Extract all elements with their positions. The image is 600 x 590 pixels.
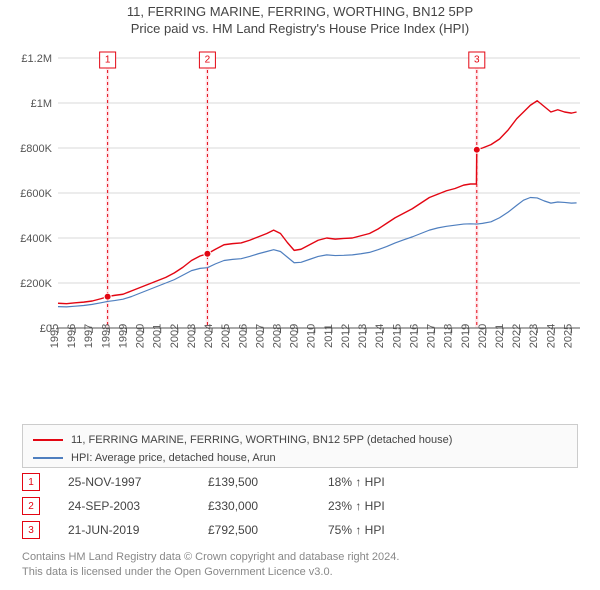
svg-text:2017: 2017 [426,324,438,348]
legend-label-property: 11, FERRING MARINE, FERRING, WORTHING, B… [71,434,452,446]
svg-text:2015: 2015 [391,324,403,348]
tx-badge: 1 [22,473,40,491]
svg-text:2009: 2009 [289,324,301,348]
svg-text:2024: 2024 [545,324,557,348]
svg-text:2016: 2016 [408,324,420,348]
svg-text:2002: 2002 [169,324,181,348]
svg-text:2007: 2007 [254,324,266,348]
svg-text:2021: 2021 [494,324,506,348]
svg-text:2020: 2020 [477,324,489,348]
svg-text:3: 3 [474,55,480,66]
svg-text:2006: 2006 [237,324,249,348]
tx-date: 25-NOV-1997 [68,475,208,489]
tx-price: £792,500 [208,523,328,537]
svg-text:£400K: £400K [20,233,52,245]
table-row: 2 24-SEP-2003 £330,000 23% ↑ HPI [22,494,578,518]
legend-swatch-property [33,439,63,441]
svg-text:2003: 2003 [186,324,198,348]
line-chart-svg: £0£200K£400K£600K£800K£1M£1.2M1995199619… [0,48,600,408]
svg-text:2011: 2011 [323,324,335,348]
tx-badge: 2 [22,497,40,515]
svg-text:2022: 2022 [511,324,523,348]
svg-text:2000: 2000 [135,324,147,348]
title-line-2: Price paid vs. HM Land Registry's House … [0,21,600,36]
footer-line-1: Contains HM Land Registry data © Crown c… [22,550,578,565]
tx-price: £139,500 [208,475,328,489]
svg-text:2008: 2008 [271,324,283,348]
tx-date: 21-JUN-2019 [68,523,208,537]
tx-pct: 75% ↑ HPI [328,523,448,537]
legend-row-property: 11, FERRING MARINE, FERRING, WORTHING, B… [33,431,567,449]
svg-text:2004: 2004 [203,324,215,348]
svg-text:2001: 2001 [152,324,164,348]
svg-text:1998: 1998 [100,324,112,348]
legend-swatch-hpi [33,457,63,459]
tx-pct: 23% ↑ HPI [328,499,448,513]
svg-text:1997: 1997 [83,324,95,348]
chart-area: £0£200K£400K£600K£800K£1M£1.2M1995199619… [0,48,600,408]
legend: 11, FERRING MARINE, FERRING, WORTHING, B… [22,424,578,468]
legend-row-hpi: HPI: Average price, detached house, Arun [33,449,567,467]
title-line-1: 11, FERRING MARINE, FERRING, WORTHING, B… [0,4,600,19]
table-row: 3 21-JUN-2019 £792,500 75% ↑ HPI [22,518,578,542]
svg-text:£800K: £800K [20,143,52,155]
svg-text:2023: 2023 [528,324,540,348]
svg-text:£1M: £1M [31,98,52,110]
tx-pct: 18% ↑ HPI [328,475,448,489]
svg-text:2014: 2014 [374,324,386,348]
svg-text:1: 1 [105,55,111,66]
legend-label-hpi: HPI: Average price, detached house, Arun [71,452,276,464]
footer: Contains HM Land Registry data © Crown c… [22,550,578,580]
svg-text:1999: 1999 [117,324,129,348]
svg-text:1995: 1995 [49,324,61,348]
svg-text:£600K: £600K [20,188,52,200]
tx-badge: 3 [22,521,40,539]
chart-header: 11, FERRING MARINE, FERRING, WORTHING, B… [0,0,600,36]
svg-text:2018: 2018 [443,324,455,348]
tx-price: £330,000 [208,499,328,513]
svg-text:2013: 2013 [357,324,369,348]
table-row: 1 25-NOV-1997 £139,500 18% ↑ HPI [22,470,578,494]
tx-date: 24-SEP-2003 [68,499,208,513]
svg-text:£1.2M: £1.2M [21,53,52,65]
svg-text:2019: 2019 [460,324,472,348]
svg-text:1996: 1996 [66,324,78,348]
svg-text:£200K: £200K [20,278,52,290]
svg-text:2: 2 [205,55,211,66]
footer-line-2: This data is licensed under the Open Gov… [22,565,578,580]
transactions-table: 1 25-NOV-1997 £139,500 18% ↑ HPI 2 24-SE… [22,470,578,542]
svg-text:2012: 2012 [340,324,352,348]
svg-text:2005: 2005 [220,324,232,348]
svg-text:2025: 2025 [562,324,574,348]
svg-text:2010: 2010 [306,324,318,348]
